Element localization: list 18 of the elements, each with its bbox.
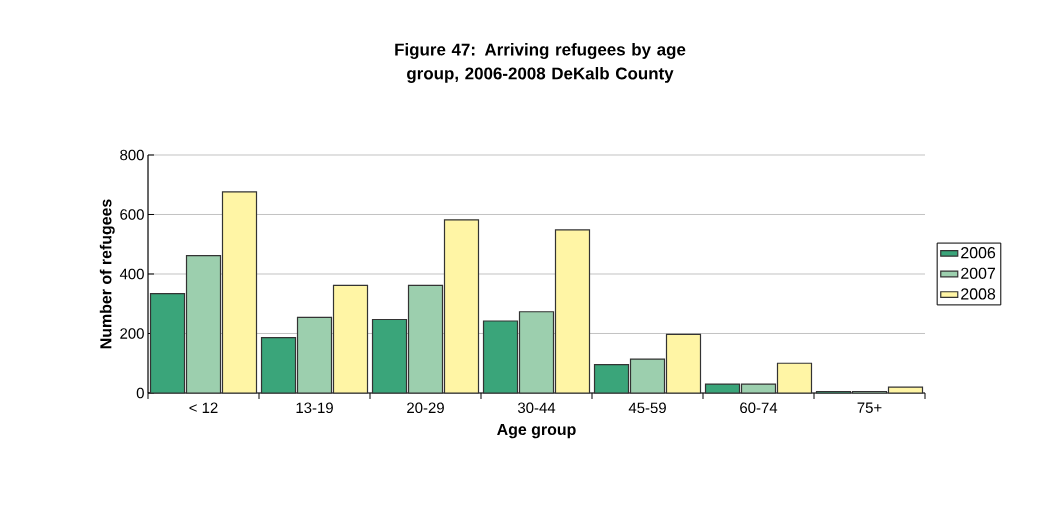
y-tick-label: 400 xyxy=(119,268,144,280)
y-axis-title: Number of refugees xyxy=(99,199,115,349)
x-tick-label: 30-44 xyxy=(517,402,556,414)
x-tick-label: 20-29 xyxy=(407,402,444,414)
y-tick-label: 200 xyxy=(120,328,144,339)
y-tick-label: 0 xyxy=(136,387,144,399)
y-tick-label: 800 xyxy=(120,149,144,161)
chart-title: Figure 47: Arriving refugees by age group, 2006-2008 DeKalb County xyxy=(395,43,686,83)
x-tick-label: 45-59 xyxy=(628,402,666,414)
legend-label: 2006 xyxy=(961,247,996,259)
legend-label: 2007 xyxy=(961,267,995,279)
x-axis-title: Age group xyxy=(497,423,576,439)
x-tick-label: 13-19 xyxy=(296,402,333,414)
x-tick-label: < 12 xyxy=(189,402,218,413)
legend-label: 2008 xyxy=(961,288,996,300)
y-tick-label: 600 xyxy=(120,209,144,220)
x-tick-label: 60-74 xyxy=(740,402,778,414)
x-tick-label: 75+ xyxy=(857,402,882,413)
